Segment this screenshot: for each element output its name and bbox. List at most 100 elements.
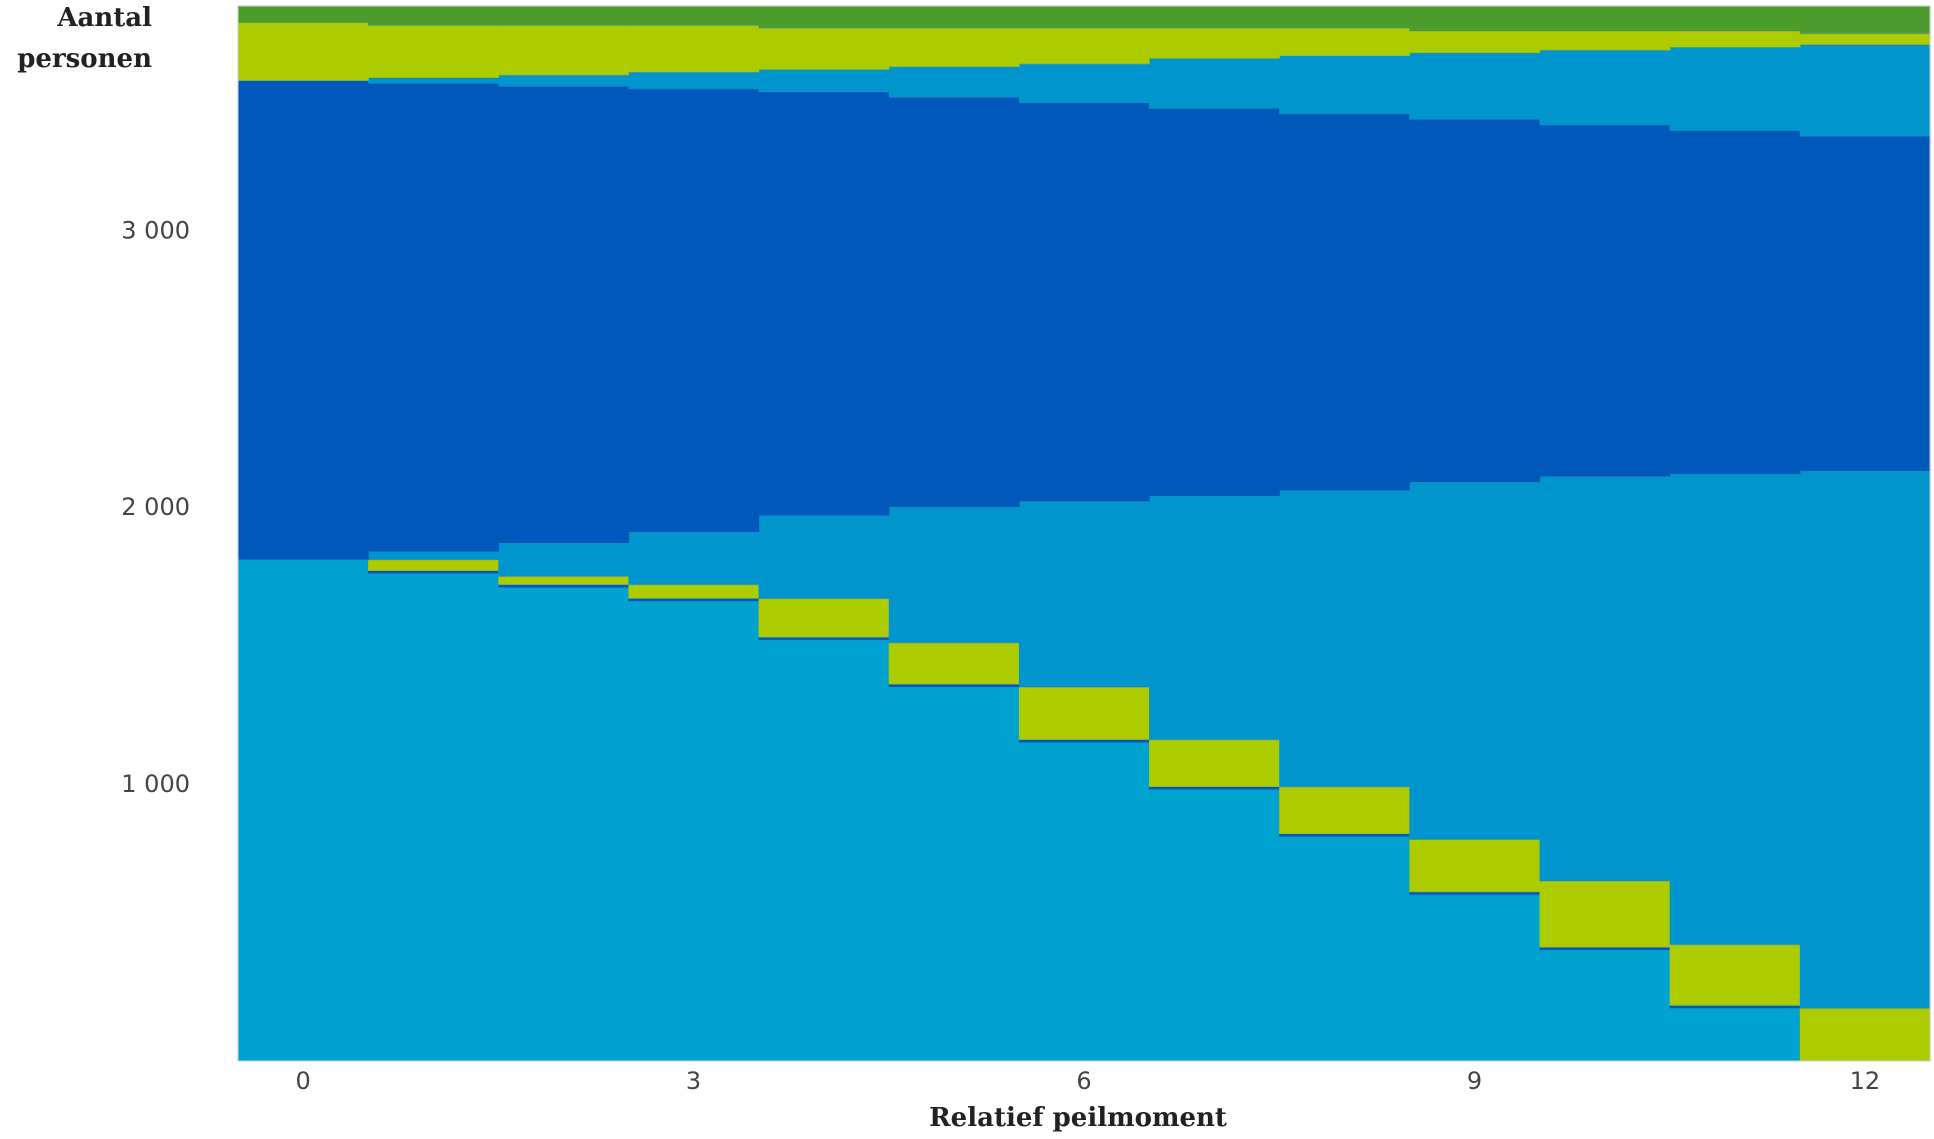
- plot-area: [237, 5, 1931, 1062]
- band-dark_blue-segment: [1669, 1005, 1801, 1009]
- band-lime-segment: [498, 576, 630, 585]
- x-tick-label: 6: [1076, 1067, 1091, 1095]
- band-lime-segment: [1799, 1008, 1931, 1061]
- band-dark_blue-segment: [1018, 102, 1150, 502]
- band-mid_blue-segment: [368, 551, 499, 560]
- band-dark_blue-segment: [628, 89, 760, 533]
- band-dark_blue-segment: [1149, 108, 1280, 497]
- band-lime-segment: [1018, 687, 1150, 740]
- y-axis-ticks: 1 000 2 000 3 000: [121, 216, 190, 798]
- band-dark_blue-segment: [368, 570, 499, 574]
- band-dark_blue-segment: [1799, 136, 1931, 472]
- band-dark_blue-segment: [758, 637, 890, 641]
- band-light_blue-segment: [1409, 894, 1541, 1061]
- x-tick-label: 3: [686, 1067, 701, 1095]
- band-mid_blue-segment: [758, 69, 890, 92]
- band-mid_blue-segment: [1669, 47, 1801, 131]
- band-light_blue-segment: [1669, 1008, 1801, 1061]
- y-tick-label: 1 000: [121, 770, 190, 798]
- band-green-segment: [498, 6, 630, 26]
- band-lime-segment: [1018, 28, 1150, 65]
- band-lime-segment: [1669, 944, 1801, 1006]
- band-lime-segment: [628, 584, 760, 599]
- band-green-segment: [368, 6, 499, 26]
- band-mid_blue-segment: [888, 507, 1020, 643]
- band-mid_blue-segment: [498, 543, 630, 577]
- band-lime-segment: [1539, 30, 1671, 51]
- band-lime-segment: [1279, 28, 1410, 56]
- band-mid_blue-segment: [758, 515, 890, 599]
- plot-border: [237, 5, 1931, 1062]
- band-lime-segment: [888, 28, 1020, 67]
- band-mid_blue-segment: [888, 66, 1020, 98]
- x-tick-label: 0: [295, 1067, 310, 1095]
- band-lime-segment: [498, 25, 630, 76]
- band-dark_blue-segment: [238, 80, 369, 560]
- band-green-segment: [1018, 6, 1150, 29]
- band-lime-segment: [1669, 30, 1801, 48]
- band-lime-segment: [368, 25, 499, 78]
- band-lime-segment: [1149, 28, 1280, 59]
- band-mid_blue-segment: [1409, 53, 1541, 120]
- band-dark_blue-segment: [1018, 739, 1150, 743]
- band-mid_blue-segment: [368, 77, 499, 84]
- band-lime-segment: [238, 22, 369, 81]
- band-dark_blue-segment: [498, 86, 630, 544]
- band-lime-segment: [1149, 739, 1280, 787]
- band-green-segment: [628, 6, 760, 26]
- band-dark_blue-segment: [1409, 119, 1541, 483]
- band-mid_blue-segment: [498, 75, 630, 87]
- y-tick-label: 3 000: [121, 216, 190, 244]
- band-dark_blue-segment: [888, 97, 1020, 508]
- band-dark_blue-segment: [1539, 125, 1671, 477]
- band-dark_blue-segment: [628, 598, 760, 602]
- band-light_blue-segment: [628, 601, 760, 1061]
- x-axis-label: Relatief peilmoment: [929, 1103, 1227, 1133]
- band-green-segment: [888, 6, 1020, 29]
- band-dark_blue-segment: [498, 584, 630, 588]
- band-light_blue-segment: [888, 687, 1020, 1061]
- band-dark_blue-segment: [888, 684, 1020, 688]
- band-lime-segment: [758, 28, 890, 70]
- y-axis-label-line1: Aantal: [56, 3, 152, 33]
- band-light_blue-segment: [368, 573, 499, 1061]
- x-tick-label: 9: [1467, 1067, 1482, 1095]
- x-axis-ticks: 0 3 6 9 12: [295, 1067, 1880, 1095]
- band-green-segment: [1669, 6, 1801, 31]
- band-mid_blue-segment: [1539, 476, 1671, 882]
- band-green-segment: [1539, 6, 1671, 31]
- band-mid_blue-segment: [628, 72, 760, 90]
- band-mid_blue-segment: [1279, 55, 1410, 114]
- y-axis-label-line2: personen: [17, 44, 152, 74]
- band-lime-segment: [1409, 839, 1541, 893]
- band-dark_blue-segment: [1279, 833, 1410, 837]
- band-mid_blue-segment: [1669, 473, 1801, 945]
- band-dark_blue-segment: [1669, 130, 1801, 474]
- y-tick-label: 2 000: [121, 493, 190, 521]
- band-dark_blue-segment: [1279, 113, 1410, 491]
- band-mid_blue-segment: [1018, 64, 1150, 103]
- band-green-segment: [1149, 6, 1280, 29]
- band-mid_blue-segment: [1149, 58, 1280, 109]
- band-mid_blue-segment: [628, 532, 760, 585]
- band-lime-segment: [1279, 786, 1410, 834]
- band-mid_blue-segment: [1018, 501, 1150, 688]
- x-tick-label: 12: [1850, 1067, 1881, 1095]
- band-lime-segment: [758, 598, 890, 638]
- band-lime-segment: [628, 25, 760, 73]
- band-green-segment: [238, 6, 369, 23]
- band-mid_blue-segment: [1539, 50, 1671, 126]
- band-lime-segment: [368, 559, 499, 571]
- band-mid_blue-segment: [1799, 44, 1931, 137]
- band-mid_blue-segment: [1409, 482, 1541, 840]
- band-lime-segment: [888, 642, 1020, 685]
- band-green-segment: [1409, 6, 1541, 31]
- band-lime-segment: [1409, 30, 1541, 54]
- band-lime-segment: [1539, 881, 1671, 948]
- band-mid_blue-segment: [1279, 490, 1410, 787]
- band-mid_blue-segment: [1799, 471, 1931, 1009]
- band-green-segment: [1799, 6, 1931, 34]
- band-light_blue-segment: [1539, 950, 1671, 1061]
- band-light_blue-segment: [1279, 836, 1410, 1061]
